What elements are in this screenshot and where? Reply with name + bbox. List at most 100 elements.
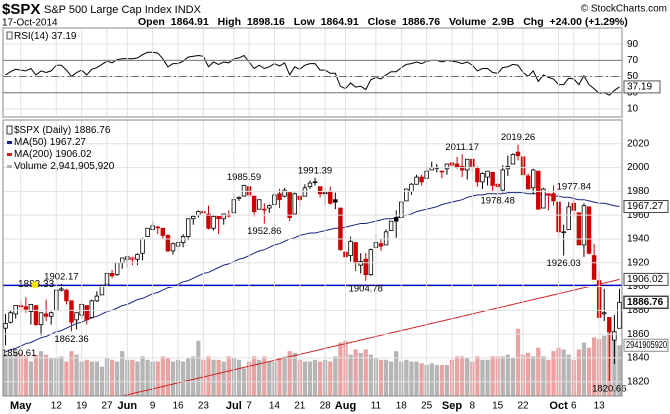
candle-body bbox=[500, 169, 505, 191]
volume-bar bbox=[120, 351, 125, 396]
candle-body bbox=[475, 167, 480, 183]
candle-body bbox=[33, 305, 39, 326]
x-tick-label: 15 bbox=[492, 401, 504, 412]
candle-body bbox=[414, 176, 419, 185]
moving-average-line bbox=[120, 278, 620, 396]
x-tick-label: 25 bbox=[421, 401, 433, 412]
x-tick-label: 6 bbox=[571, 401, 577, 412]
candle-body bbox=[378, 243, 384, 247]
candle-body bbox=[302, 187, 308, 197]
x-tick-label: 18 bbox=[396, 401, 408, 412]
candle-body bbox=[109, 273, 115, 277]
volume-bar bbox=[302, 361, 308, 396]
volume-bar bbox=[262, 356, 267, 396]
x-tick-label: 13 bbox=[594, 401, 606, 412]
candle-body bbox=[28, 303, 34, 312]
volume-bar bbox=[475, 356, 480, 396]
volume-bar bbox=[383, 359, 389, 396]
candle-body bbox=[368, 249, 374, 276]
volume-bar bbox=[84, 359, 89, 396]
volume-bar bbox=[515, 328, 521, 396]
volume-bar bbox=[23, 356, 28, 396]
volume-bar bbox=[292, 352, 297, 396]
candle-body bbox=[439, 170, 445, 173]
low-label: 1862.36 bbox=[54, 334, 88, 345]
rsi-title-name: RSI(14) bbox=[14, 31, 48, 42]
volume-bar bbox=[429, 363, 434, 396]
candle-body bbox=[358, 261, 363, 266]
legend-part: 1906.02 bbox=[55, 149, 92, 160]
volume-bar bbox=[287, 351, 292, 396]
volume-bar bbox=[186, 358, 191, 396]
y-tick-label: 2000 bbox=[627, 162, 650, 173]
volume-bar bbox=[394, 351, 399, 396]
x-tick-label: 7 bbox=[246, 401, 252, 412]
candle-body bbox=[170, 243, 176, 252]
volume-bar bbox=[368, 354, 373, 396]
candle-body bbox=[419, 176, 424, 183]
volume-bar bbox=[460, 356, 465, 396]
high-label: 1991.39 bbox=[298, 165, 332, 176]
x-tick-label: Jul bbox=[226, 400, 242, 412]
candle-body bbox=[480, 173, 485, 183]
candle-body bbox=[155, 226, 160, 229]
legend-entry: MA(200) 1906.02 bbox=[14, 149, 92, 160]
candle-body bbox=[465, 158, 470, 171]
volume-bar bbox=[170, 361, 176, 396]
candle-body bbox=[180, 236, 186, 243]
close-value: 1886.76 bbox=[402, 16, 440, 28]
volume-bar bbox=[546, 359, 551, 396]
volume-bar bbox=[317, 361, 323, 396]
legend-entry: MA(50) 1967.27 bbox=[14, 137, 86, 148]
volume-bar bbox=[49, 358, 54, 396]
volume-bar bbox=[353, 349, 358, 396]
x-tick-label: 9 bbox=[150, 401, 156, 412]
volume-bar bbox=[74, 354, 79, 396]
open-label: Open bbox=[138, 16, 165, 28]
volume-bar bbox=[13, 351, 18, 396]
volume-bar bbox=[465, 358, 470, 396]
volume-bar bbox=[363, 349, 368, 396]
candle-body bbox=[262, 208, 267, 211]
x-tick-label: 8 bbox=[470, 401, 476, 412]
volume-bar bbox=[277, 358, 282, 396]
volume-bar bbox=[64, 361, 69, 396]
legend-part: $SPX (Daily) bbox=[14, 125, 71, 136]
candle-body bbox=[541, 188, 546, 209]
candle-body bbox=[114, 262, 120, 276]
rsi-tick-label: 10 bbox=[627, 104, 639, 115]
candle-body bbox=[353, 242, 358, 264]
candle-body bbox=[602, 312, 607, 315]
volume-bar bbox=[59, 356, 64, 396]
close-label: Close bbox=[368, 16, 397, 28]
volume-bar bbox=[312, 359, 318, 396]
candle-body bbox=[241, 185, 247, 197]
candle-body bbox=[13, 305, 18, 315]
volume-bar bbox=[155, 361, 160, 396]
candle-body bbox=[84, 305, 89, 321]
candle-body bbox=[581, 205, 587, 246]
high-label: 1977.84 bbox=[557, 181, 591, 192]
candle-body bbox=[191, 215, 196, 220]
volume-bar bbox=[267, 361, 272, 396]
legend-part: Volume bbox=[14, 161, 48, 172]
volume-bar bbox=[3, 354, 8, 396]
volume-label: Volume bbox=[449, 16, 486, 28]
candle-body bbox=[221, 213, 226, 220]
horizontal-line-anchor bbox=[31, 281, 39, 289]
volume-bar bbox=[576, 349, 582, 396]
moving-average-line bbox=[5, 192, 620, 353]
candle-body bbox=[277, 193, 282, 201]
y-tick-label: 1920 bbox=[627, 257, 650, 268]
volume-bar bbox=[140, 356, 145, 396]
candle-body bbox=[561, 231, 566, 234]
volume-bar bbox=[586, 347, 592, 396]
candle-body bbox=[607, 317, 612, 333]
x-tick-label: Jun bbox=[118, 400, 138, 412]
close-last-label: 1886.76 bbox=[627, 297, 664, 308]
rsi-last-box bbox=[623, 80, 661, 94]
volume-bar bbox=[130, 359, 135, 396]
volume-bar bbox=[115, 361, 120, 396]
candle-body bbox=[8, 312, 13, 323]
